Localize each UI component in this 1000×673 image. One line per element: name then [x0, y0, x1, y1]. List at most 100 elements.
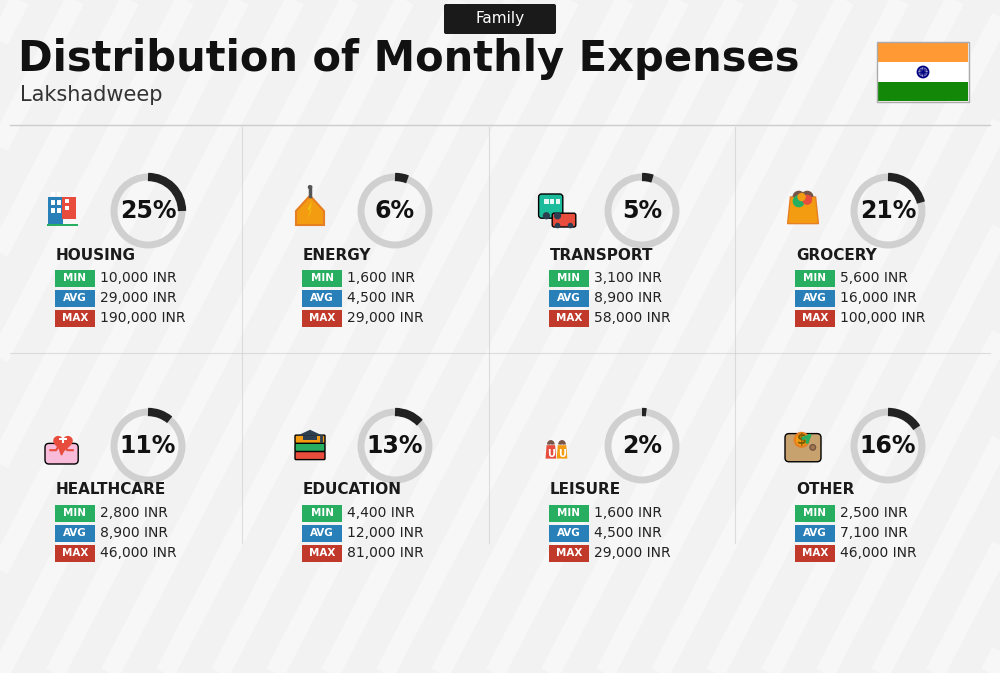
- Polygon shape: [788, 197, 818, 223]
- Bar: [62, 197, 76, 219]
- Text: 6%: 6%: [375, 199, 415, 223]
- Text: Family: Family: [475, 11, 525, 26]
- Text: 4,500 INR: 4,500 INR: [594, 526, 662, 540]
- Text: Distribution of Monthly Expenses: Distribution of Monthly Expenses: [18, 38, 800, 80]
- Text: 3,100 INR: 3,100 INR: [594, 271, 662, 285]
- Text: MAX: MAX: [62, 313, 88, 323]
- FancyBboxPatch shape: [549, 310, 589, 326]
- Polygon shape: [297, 430, 323, 435]
- Circle shape: [810, 445, 816, 450]
- Text: 2,800 INR: 2,800 INR: [100, 506, 168, 520]
- Text: 7,100 INR: 7,100 INR: [840, 526, 908, 540]
- Bar: [556, 199, 560, 204]
- Text: U: U: [558, 449, 566, 459]
- Bar: [65, 206, 69, 209]
- FancyBboxPatch shape: [549, 505, 589, 522]
- Text: TRANSPORT: TRANSPORT: [550, 248, 654, 262]
- Text: 1,600 INR: 1,600 INR: [347, 271, 415, 285]
- Bar: [59, 438, 67, 440]
- Text: HEALTHCARE: HEALTHCARE: [56, 483, 166, 497]
- Text: MIN: MIN: [310, 508, 334, 518]
- Bar: [57, 192, 61, 196]
- Text: 25%: 25%: [120, 199, 176, 223]
- Text: 11%: 11%: [120, 434, 176, 458]
- Bar: [550, 199, 554, 204]
- Text: 29,000 INR: 29,000 INR: [347, 311, 424, 325]
- Text: Lakshadweep: Lakshadweep: [20, 85, 162, 105]
- FancyBboxPatch shape: [295, 452, 325, 460]
- Text: GROCERY: GROCERY: [796, 248, 877, 262]
- Bar: [65, 199, 69, 203]
- Text: 21%: 21%: [860, 199, 916, 223]
- Text: MAX: MAX: [802, 313, 828, 323]
- Text: 16,000 INR: 16,000 INR: [840, 291, 917, 305]
- FancyBboxPatch shape: [302, 505, 342, 522]
- Text: AVG: AVG: [803, 528, 827, 538]
- Text: LEISURE: LEISURE: [550, 483, 621, 497]
- Text: MAX: MAX: [309, 548, 335, 558]
- Text: 4,500 INR: 4,500 INR: [347, 291, 415, 305]
- FancyBboxPatch shape: [302, 289, 342, 306]
- Text: 2,500 INR: 2,500 INR: [840, 506, 908, 520]
- Polygon shape: [53, 436, 73, 454]
- Bar: [51, 192, 55, 196]
- Circle shape: [793, 195, 805, 207]
- Bar: [62, 437, 64, 443]
- Text: ENERGY: ENERGY: [303, 248, 372, 262]
- Circle shape: [802, 194, 812, 205]
- Text: AVG: AVG: [63, 293, 87, 303]
- Text: MIN: MIN: [804, 273, 826, 283]
- FancyBboxPatch shape: [55, 524, 95, 542]
- Polygon shape: [296, 196, 324, 225]
- Text: 4,400 INR: 4,400 INR: [347, 506, 415, 520]
- FancyBboxPatch shape: [539, 194, 563, 218]
- Text: 8,900 INR: 8,900 INR: [594, 291, 662, 305]
- Text: MAX: MAX: [62, 548, 88, 558]
- FancyBboxPatch shape: [785, 433, 821, 462]
- FancyBboxPatch shape: [549, 544, 589, 561]
- Bar: [303, 435, 317, 440]
- Text: MIN: MIN: [558, 508, 580, 518]
- Text: OTHER: OTHER: [796, 483, 854, 497]
- FancyBboxPatch shape: [444, 4, 556, 34]
- FancyBboxPatch shape: [55, 505, 95, 522]
- Text: 5,600 INR: 5,600 INR: [840, 271, 908, 285]
- Text: MIN: MIN: [310, 273, 334, 283]
- FancyBboxPatch shape: [549, 269, 589, 287]
- Text: 5%: 5%: [622, 199, 662, 223]
- Text: 16%: 16%: [860, 434, 916, 458]
- Bar: [57, 209, 61, 213]
- Text: 29,000 INR: 29,000 INR: [100, 291, 177, 305]
- Circle shape: [568, 223, 573, 228]
- Text: 81,000 INR: 81,000 INR: [347, 546, 424, 560]
- Circle shape: [795, 433, 809, 447]
- FancyBboxPatch shape: [55, 269, 95, 287]
- FancyBboxPatch shape: [795, 310, 835, 326]
- FancyBboxPatch shape: [795, 269, 835, 287]
- FancyBboxPatch shape: [549, 524, 589, 542]
- Circle shape: [543, 212, 550, 219]
- FancyBboxPatch shape: [302, 310, 342, 326]
- Circle shape: [554, 212, 561, 219]
- FancyBboxPatch shape: [55, 310, 95, 326]
- Text: 12,000 INR: 12,000 INR: [347, 526, 424, 540]
- Text: AVG: AVG: [63, 528, 87, 538]
- Text: AVG: AVG: [310, 293, 334, 303]
- Text: MAX: MAX: [556, 548, 582, 558]
- FancyBboxPatch shape: [795, 544, 835, 561]
- Text: 46,000 INR: 46,000 INR: [100, 546, 177, 560]
- Text: AVG: AVG: [310, 528, 334, 538]
- Bar: [878, 63, 968, 81]
- Polygon shape: [557, 445, 567, 458]
- FancyBboxPatch shape: [302, 524, 342, 542]
- FancyBboxPatch shape: [55, 289, 95, 306]
- FancyBboxPatch shape: [302, 544, 342, 561]
- FancyBboxPatch shape: [302, 269, 342, 287]
- Circle shape: [308, 185, 312, 189]
- Bar: [878, 81, 968, 101]
- Bar: [878, 43, 968, 63]
- Text: 46,000 INR: 46,000 INR: [840, 546, 917, 560]
- Text: 58,000 INR: 58,000 INR: [594, 311, 671, 325]
- Circle shape: [555, 223, 560, 228]
- FancyBboxPatch shape: [795, 524, 835, 542]
